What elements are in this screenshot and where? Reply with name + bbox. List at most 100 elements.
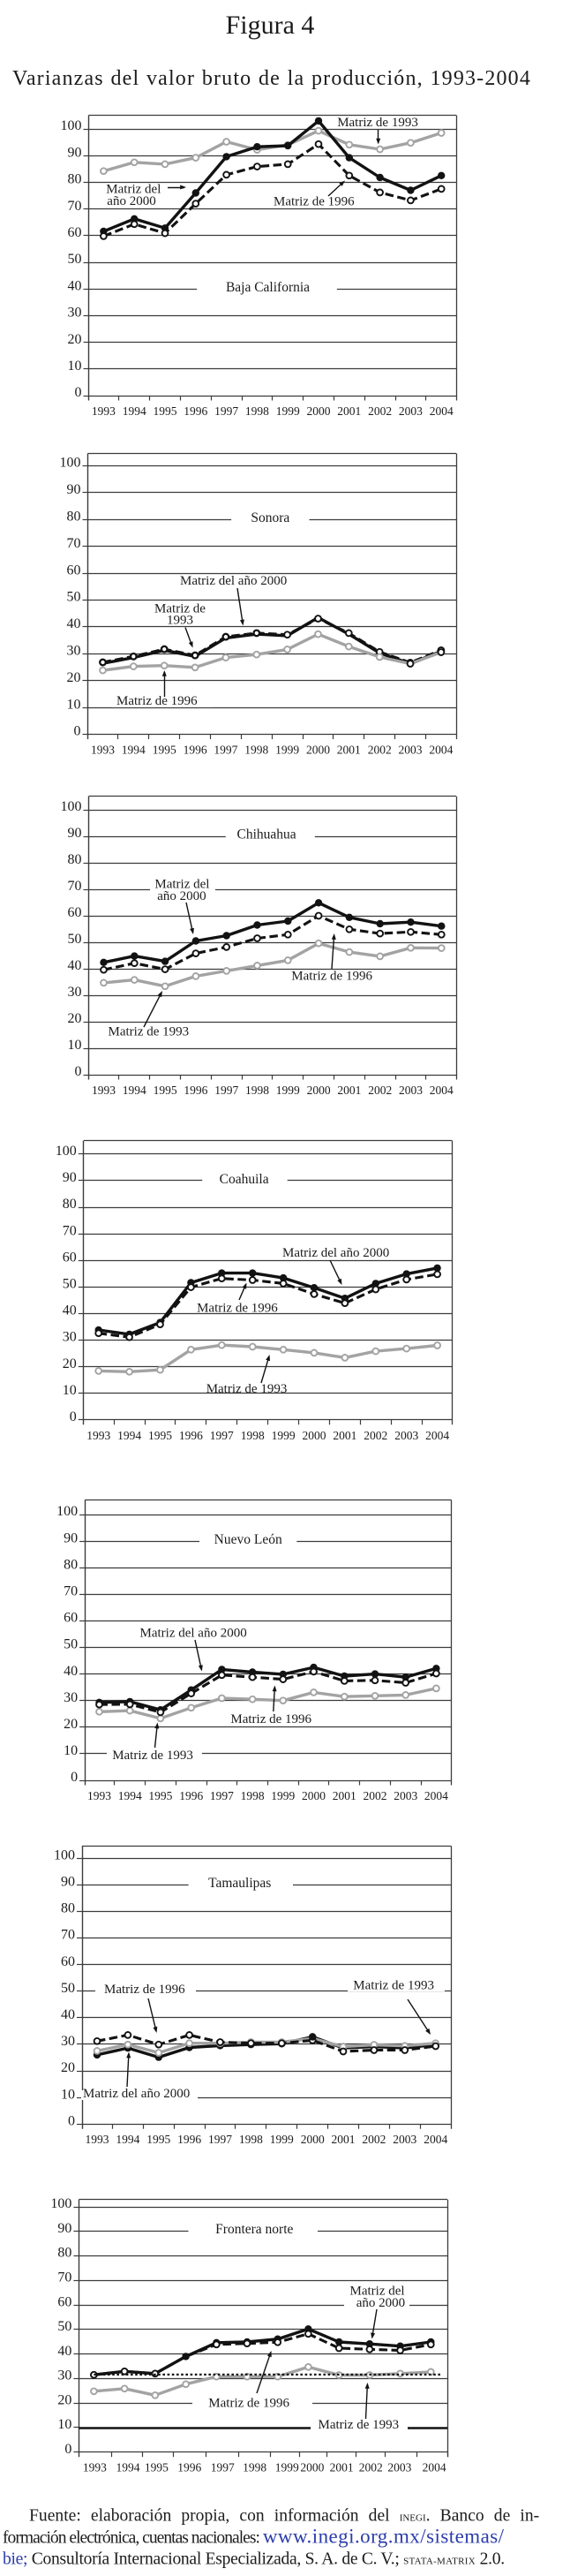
svg-text:Coahuila: Coahuila [220, 1172, 269, 1187]
svg-text:60: 60 [61, 1954, 75, 1969]
svg-text:100: 100 [56, 1144, 77, 1159]
svg-text:1997: 1997 [214, 1084, 238, 1097]
svg-text:90: 90 [63, 1170, 77, 1185]
svg-text:30: 30 [64, 1690, 78, 1705]
svg-text:Matriz de 1993: Matriz de 1993 [337, 116, 418, 130]
svg-text:Matriz del: Matriz del [154, 878, 209, 892]
svg-text:1996: 1996 [177, 2461, 201, 2474]
svg-text:1996: 1996 [177, 2133, 201, 2146]
svg-text:1993: 1993 [86, 2133, 109, 2146]
svg-text:70: 70 [63, 1223, 77, 1238]
svg-text:10: 10 [64, 1743, 78, 1758]
svg-text:2004: 2004 [423, 2461, 446, 2474]
svg-text:1999: 1999 [276, 1084, 300, 1097]
svg-text:50: 50 [64, 1637, 78, 1652]
svg-text:2003: 2003 [394, 1429, 418, 1442]
svg-text:0: 0 [75, 385, 82, 400]
svg-text:Matriz de 1993: Matriz de 1993 [353, 1979, 434, 1993]
svg-text:0: 0 [70, 1409, 77, 1424]
svg-text:1993: 1993 [167, 614, 193, 628]
svg-text:30: 30 [67, 644, 81, 659]
svg-text:20: 20 [57, 2392, 71, 2407]
svg-text:1993: 1993 [87, 1789, 111, 1802]
svg-text:20: 20 [67, 670, 81, 685]
svg-text:Matriz del año 2000: Matriz del año 2000 [282, 1246, 389, 1260]
svg-text:80: 80 [68, 852, 82, 867]
svg-text:Matriz de 1996: Matriz de 1996 [208, 2397, 289, 2411]
svg-text:0: 0 [68, 2113, 75, 2128]
svg-text:1998: 1998 [241, 1429, 265, 1442]
svg-text:2000: 2000 [301, 2133, 325, 2146]
svg-text:Chihuahua: Chihuahua [237, 827, 296, 842]
svg-text:1996: 1996 [184, 1084, 207, 1097]
svg-text:2001: 2001 [333, 1429, 356, 1442]
svg-text:60: 60 [68, 905, 82, 920]
svg-text:Varianzas del valor bruto de l: Varianzas del valor bruto de la producci… [12, 67, 531, 90]
svg-text:1995: 1995 [145, 2461, 169, 2474]
svg-text:20: 20 [63, 1356, 77, 1371]
svg-text:Matriz de 1993: Matriz de 1993 [112, 1749, 193, 1763]
svg-text:40: 40 [57, 2344, 71, 2359]
svg-text:80: 80 [63, 1197, 77, 1212]
svg-text:1997: 1997 [214, 404, 238, 418]
svg-text:1997: 1997 [208, 2133, 232, 2146]
svg-text:1993: 1993 [86, 1429, 110, 1442]
svg-text:80: 80 [57, 2246, 71, 2261]
svg-text:2004: 2004 [430, 1084, 454, 1097]
svg-text:2003: 2003 [399, 744, 423, 757]
svg-text:Figura 4: Figura 4 [226, 11, 315, 40]
svg-text:50: 50 [57, 2319, 71, 2334]
svg-text:2000: 2000 [303, 1429, 326, 1442]
svg-text:Matriz de 1993: Matriz de 1993 [319, 2418, 400, 2432]
svg-text:2000: 2000 [307, 1084, 331, 1097]
svg-text:2003: 2003 [399, 1084, 423, 1097]
svg-text:100: 100 [56, 1504, 78, 1519]
svg-text:30: 30 [68, 985, 82, 1000]
svg-text:año 2000: año 2000 [157, 889, 206, 903]
svg-text:Matriz del año 2000: Matriz del año 2000 [140, 1627, 247, 1641]
svg-text:Matriz de 1993: Matriz de 1993 [109, 1025, 190, 1039]
svg-text:1999: 1999 [275, 744, 299, 757]
svg-text:80: 80 [64, 1557, 78, 1572]
svg-text:10: 10 [67, 697, 81, 712]
svg-text:1995: 1995 [153, 744, 176, 757]
svg-text:90: 90 [67, 482, 81, 497]
svg-text:90: 90 [68, 145, 82, 160]
svg-text:Matriz de 1996: Matriz de 1996 [104, 1983, 185, 1997]
svg-text:70: 70 [57, 2270, 71, 2285]
svg-text:2001: 2001 [337, 744, 361, 757]
svg-text:2004: 2004 [425, 1429, 449, 1442]
svg-text:año 2000: año 2000 [107, 194, 155, 208]
svg-text:formación electrónica, cuentas: formación electrónica, cuentas nacionale… [3, 2526, 505, 2548]
svg-text:2002: 2002 [368, 1084, 392, 1097]
svg-text:2002: 2002 [368, 404, 392, 418]
svg-text:Sonora: Sonora [251, 510, 289, 525]
svg-text:60: 60 [64, 1611, 78, 1626]
svg-text:30: 30 [68, 306, 82, 321]
svg-text:Matriz del año 2000: Matriz del año 2000 [83, 2087, 190, 2101]
svg-text:100: 100 [61, 118, 82, 133]
svg-text:2000: 2000 [300, 2461, 324, 2474]
svg-text:Matriz de: Matriz de [154, 602, 206, 616]
svg-text:1998: 1998 [244, 744, 268, 757]
svg-text:2003: 2003 [399, 404, 423, 418]
svg-text:100: 100 [54, 1847, 75, 1862]
svg-text:1999: 1999 [272, 1429, 296, 1442]
svg-text:1994: 1994 [116, 2133, 139, 2146]
svg-text:30: 30 [63, 1330, 77, 1345]
svg-text:1999: 1999 [275, 2461, 299, 2474]
svg-text:1994: 1994 [123, 404, 146, 418]
svg-text:Matriz del año 2000: Matriz del año 2000 [180, 574, 287, 588]
svg-text:2003: 2003 [387, 2461, 411, 2474]
svg-text:60: 60 [68, 225, 82, 240]
svg-text:2003: 2003 [393, 2133, 416, 2146]
svg-text:60: 60 [67, 563, 81, 578]
svg-text:bie; Consultoría Internacional: bie; Consultoría Internacional Especiali… [3, 2550, 505, 2569]
svg-text:1996: 1996 [184, 404, 207, 418]
svg-text:10: 10 [68, 1038, 82, 1053]
svg-text:0: 0 [75, 1064, 82, 1079]
svg-text:2002: 2002 [362, 2133, 386, 2146]
svg-text:1997: 1997 [210, 1789, 234, 1802]
svg-text:2002: 2002 [359, 2461, 383, 2474]
svg-text:1998: 1998 [245, 404, 269, 418]
